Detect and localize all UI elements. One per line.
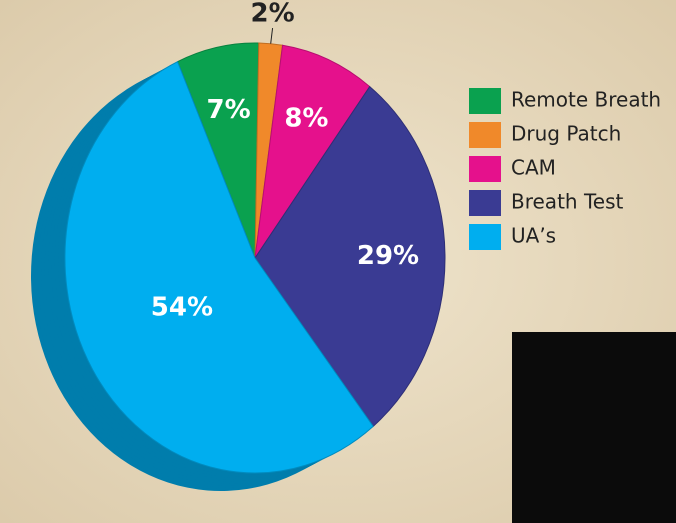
photo <box>512 332 676 523</box>
legend-swatch <box>469 190 501 216</box>
slice <box>254 85 446 428</box>
legend-swatch <box>469 88 501 114</box>
data-label: 7% <box>206 95 250 125</box>
slice <box>64 60 374 474</box>
data-label: 8% <box>284 104 328 134</box>
data-label: 2% <box>250 0 294 29</box>
leader-line <box>270 27 274 44</box>
legend-label: UA’s <box>511 224 556 248</box>
data-label: 29% <box>357 241 419 271</box>
legend: Remote Breath Drug Patch CAM Breath Test UA’… <box>469 88 661 250</box>
legend-swatch <box>469 156 501 182</box>
legend-swatch <box>469 224 501 250</box>
slice <box>254 44 371 259</box>
legend-label: Drug Patch <box>511 122 621 146</box>
legend-label: Breath Test <box>511 190 623 214</box>
legend-label: CAM <box>511 156 556 180</box>
pie: 7% 2% 8% 29% 54% <box>31 0 446 491</box>
data-label: 54% <box>151 293 213 323</box>
legend-swatch <box>469 122 501 148</box>
legend-label: Remote Breath <box>511 88 661 112</box>
